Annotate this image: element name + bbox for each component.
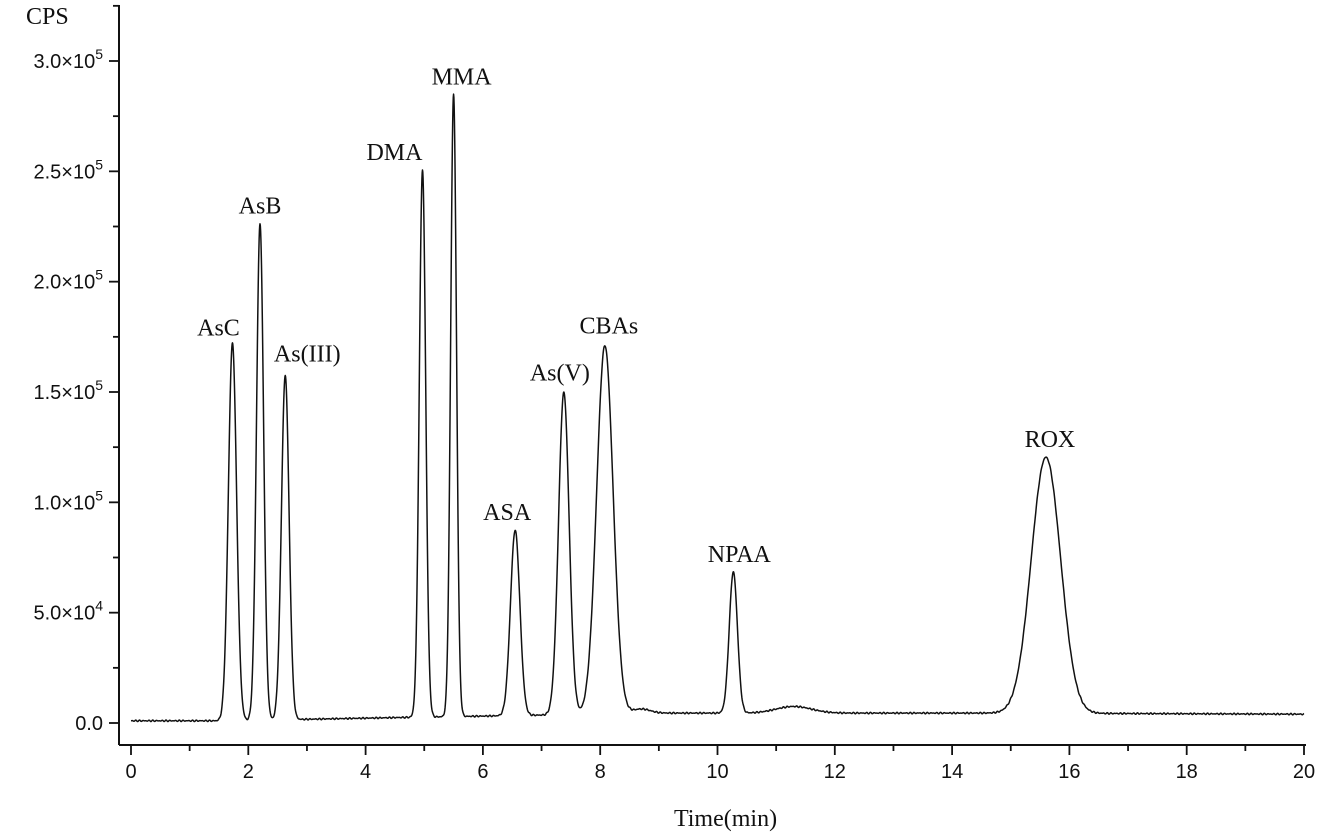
- y-tick-label: 3.0×105: [33, 46, 103, 73]
- peak-label: As(V): [530, 361, 590, 387]
- y-tick-label: 5.0×104: [33, 598, 103, 625]
- peak-label: ASA: [483, 500, 532, 526]
- x-tick-label: 10: [706, 761, 728, 783]
- y-tick-label: 1.0×105: [33, 487, 103, 514]
- peak-label: AsB: [239, 194, 282, 220]
- peak-labels: AsC AsB As(III) DMA MMA ASA As(V) CBAs NPAA ROX: [197, 64, 1075, 568]
- y-tick-label: 0.0: [75, 713, 103, 735]
- x-tick-label: 12: [824, 761, 846, 783]
- y-tick-label: 1.5×105: [33, 377, 103, 404]
- peak-label: NPAA: [708, 542, 772, 568]
- peak-label: MMA: [432, 64, 493, 90]
- y-axis-title: CPS: [26, 4, 69, 30]
- chromatogram-trace: [130, 93, 1305, 723]
- peak-label: As(III): [274, 341, 341, 367]
- x-tick-label: 2: [243, 761, 254, 783]
- peak-label: ROX: [1025, 427, 1076, 453]
- x-axis-ticks: 0 2 4 6 8 10 12 14 16 18 20: [125, 745, 1315, 783]
- x-tick-label: 16: [1058, 761, 1080, 783]
- x-axis-title: Time(min): [674, 806, 777, 832]
- peak-label: CBAs: [580, 313, 639, 339]
- y-axis-ticks: 0.0 5.0×104 1.0×105 1.5×105 2.0×105 2.5×105 3.…: [33, 4, 119, 735]
- y-tick-label: 2.5×105: [33, 156, 103, 183]
- peak-label: AsC: [197, 315, 240, 341]
- x-tick-label: 0: [125, 761, 136, 783]
- x-tick-label: 8: [595, 761, 606, 783]
- x-tick-label: 18: [1176, 761, 1198, 783]
- peak-label: DMA: [366, 140, 423, 166]
- x-tick-label: 6: [477, 761, 488, 783]
- x-tick-label: 20: [1293, 761, 1315, 783]
- x-tick-label: 14: [941, 761, 963, 783]
- y-tick-label: 2.0×105: [33, 267, 103, 294]
- x-tick-label: 4: [360, 761, 371, 783]
